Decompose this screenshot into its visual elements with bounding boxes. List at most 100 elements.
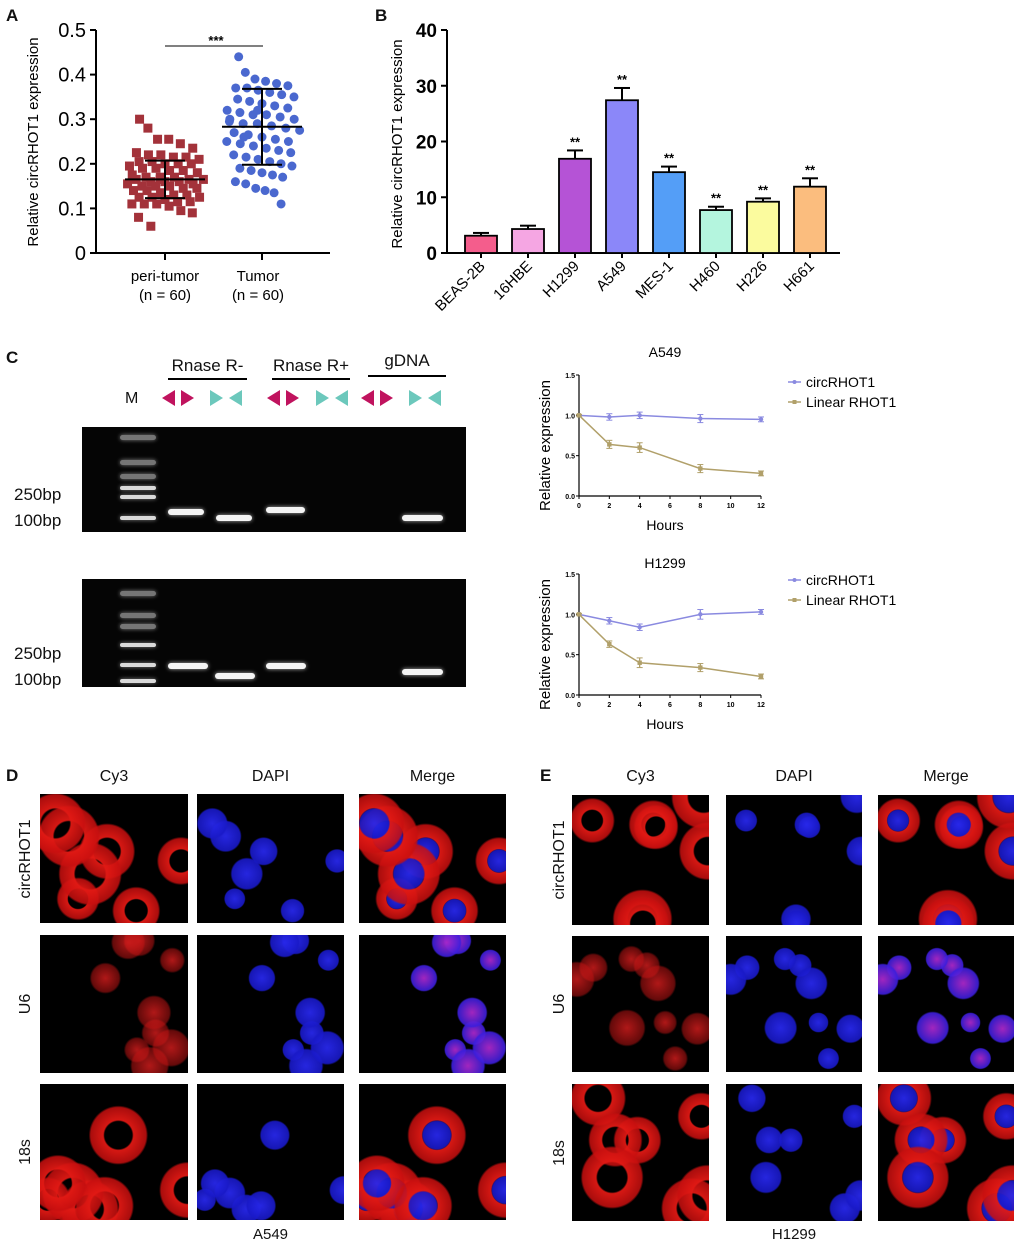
series-line bbox=[578, 414, 762, 475]
data-point bbox=[289, 114, 299, 124]
data-point bbox=[229, 128, 239, 138]
data-point bbox=[698, 665, 703, 670]
x-tick-label: 0 bbox=[577, 503, 581, 510]
data-point bbox=[176, 206, 186, 216]
significance-label: ** bbox=[617, 72, 628, 87]
ladder-band bbox=[120, 474, 156, 479]
data-point bbox=[123, 179, 133, 189]
data-point bbox=[151, 163, 161, 173]
ladder-band bbox=[120, 486, 156, 490]
data-point bbox=[265, 87, 275, 97]
chart-title: A549 bbox=[649, 344, 682, 360]
size-marker-label: 100bp bbox=[14, 511, 62, 530]
gel-image bbox=[82, 579, 466, 687]
data-point bbox=[233, 94, 243, 104]
data-point bbox=[241, 152, 251, 162]
ladder-band bbox=[120, 516, 156, 520]
primer-right-icon bbox=[316, 390, 329, 406]
data-point bbox=[251, 183, 261, 193]
category-label: H1299 bbox=[540, 258, 583, 301]
size-marker-label: 250bp bbox=[14, 485, 62, 504]
micrograph-merge bbox=[359, 1084, 506, 1220]
gel-group-underline bbox=[272, 378, 350, 380]
micrograph-merge bbox=[359, 935, 506, 1073]
ladder-band bbox=[120, 663, 156, 667]
data-point bbox=[234, 52, 244, 62]
data-point bbox=[235, 108, 245, 118]
y-tick-label: 0.4 bbox=[58, 65, 86, 87]
data-point bbox=[222, 137, 232, 146]
data-point bbox=[287, 161, 297, 171]
y-axis-label: Relative circRHOT1 expression bbox=[25, 37, 42, 246]
data-point bbox=[607, 641, 612, 647]
x-tick-label: 10 bbox=[727, 702, 735, 709]
data-point bbox=[261, 110, 271, 120]
legend-marker bbox=[792, 380, 797, 384]
data-point bbox=[261, 143, 271, 153]
data-point bbox=[269, 188, 279, 198]
micrograph-dapi bbox=[726, 936, 862, 1072]
ladder-band bbox=[120, 495, 156, 499]
data-point bbox=[275, 112, 285, 122]
y-tick-label: 1.0 bbox=[565, 413, 575, 420]
legend-marker bbox=[792, 578, 797, 582]
series-line bbox=[578, 611, 762, 629]
significance-label: ** bbox=[570, 134, 581, 149]
data-point bbox=[283, 81, 293, 91]
significance-label: ** bbox=[711, 191, 722, 206]
data-point bbox=[253, 154, 263, 164]
micrograph-cy3 bbox=[572, 1084, 709, 1221]
data-point bbox=[260, 186, 270, 196]
gel-group-label: Rnase R- bbox=[171, 356, 244, 375]
y-tick-label: 40 bbox=[416, 21, 437, 42]
significance-label: *** bbox=[208, 33, 224, 48]
data-point bbox=[274, 145, 284, 155]
data-point bbox=[246, 165, 256, 175]
data-point bbox=[164, 134, 174, 144]
micrograph-dapi bbox=[726, 1084, 862, 1221]
column-label-dapi: DAPI bbox=[251, 768, 290, 785]
data-point bbox=[194, 154, 204, 164]
row-label-u6: U6 bbox=[551, 993, 568, 1015]
y-tick-label: 0.0 bbox=[565, 494, 575, 501]
data-point bbox=[138, 163, 147, 173]
micrograph-dapi bbox=[197, 935, 344, 1073]
data-point bbox=[576, 413, 582, 418]
y-tick-label: 1.5 bbox=[565, 572, 575, 579]
pcr-band bbox=[266, 663, 306, 669]
marker-lane-label: M bbox=[125, 390, 139, 407]
category-label: BEAS-2B bbox=[432, 258, 489, 315]
primer-right-icon bbox=[181, 390, 194, 406]
pcr-band bbox=[402, 515, 443, 521]
row-label-18s: 18s bbox=[17, 1139, 34, 1165]
data-point bbox=[165, 181, 175, 191]
micrograph-merge bbox=[359, 794, 506, 923]
data-point bbox=[758, 674, 764, 679]
y-tick-label: 0.1 bbox=[58, 198, 86, 220]
data-point bbox=[281, 123, 291, 133]
legend-label: Linear RHOT1 bbox=[806, 592, 896, 608]
data-point bbox=[152, 199, 162, 209]
data-point bbox=[278, 172, 288, 182]
data-point bbox=[173, 159, 183, 169]
data-point bbox=[146, 177, 156, 187]
chart-title: H1299 bbox=[644, 555, 685, 571]
ladder-band bbox=[120, 679, 156, 683]
row-label-circrhot1: circRHOT1 bbox=[17, 818, 34, 899]
data-point bbox=[185, 197, 195, 207]
size-marker-label: 250bp bbox=[14, 644, 62, 663]
data-point bbox=[146, 221, 156, 231]
data-point bbox=[129, 186, 138, 196]
data-point bbox=[143, 123, 153, 133]
legend-label: Linear RHOT1 bbox=[806, 394, 896, 410]
data-point bbox=[758, 417, 764, 422]
y-tick-label: 10 bbox=[416, 188, 437, 209]
category-n-label: (n = 60) bbox=[232, 287, 284, 304]
bar-H1299 bbox=[558, 157, 592, 254]
data-point bbox=[151, 181, 161, 191]
column-label-merge: Merge bbox=[409, 768, 456, 785]
data-point bbox=[139, 199, 149, 209]
x-tick-label: 10 bbox=[727, 503, 735, 510]
row-label-18s: 18s bbox=[551, 1139, 568, 1166]
y-tick-label: 0 bbox=[75, 243, 86, 265]
